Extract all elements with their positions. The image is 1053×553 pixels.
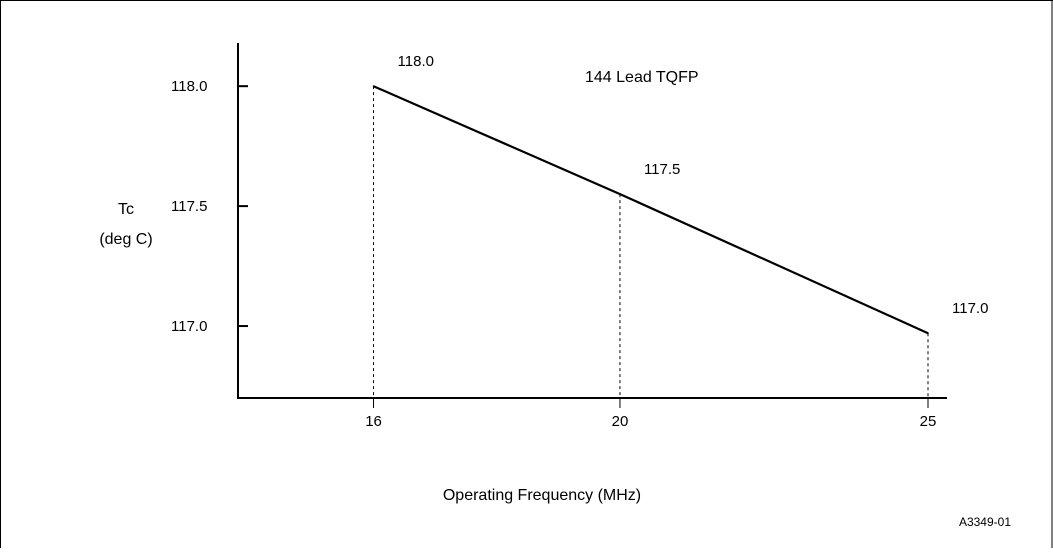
x-axis-label: Operating Frequency (MHz) [443, 487, 641, 504]
y-tick-label: 117.5 [171, 198, 207, 215]
x-tick-label: 20 [612, 413, 629, 430]
data-point [372, 85, 375, 87]
data-point [619, 193, 621, 195]
figure-id: A3349-01 [959, 515, 1011, 529]
point-value-label: 117.0 [952, 300, 988, 317]
x-tick-label: 16 [365, 413, 382, 430]
y-axis-label-line-2: (deg C) [99, 231, 152, 248]
y-tick-label: 117.0 [171, 318, 207, 335]
series-line [373, 85, 929, 335]
y-tick-label: 118.0 [171, 78, 207, 95]
guides-layer [373, 86, 929, 398]
data-point [927, 332, 929, 335]
x-tick-label: 25 [920, 413, 937, 430]
chart-title: 144 Lead TQFP [585, 69, 699, 86]
point-value-label: 118.0 [398, 53, 434, 70]
labels-layer: 118.0 117.5 117.0 [398, 53, 989, 317]
series-layer [372, 85, 929, 335]
ticks-layer: 118.0 117.5 117.0 16 20 25 [171, 78, 936, 430]
y-axis-label-line-1: Tc [118, 201, 134, 218]
point-value-label: 117.5 [644, 161, 680, 178]
